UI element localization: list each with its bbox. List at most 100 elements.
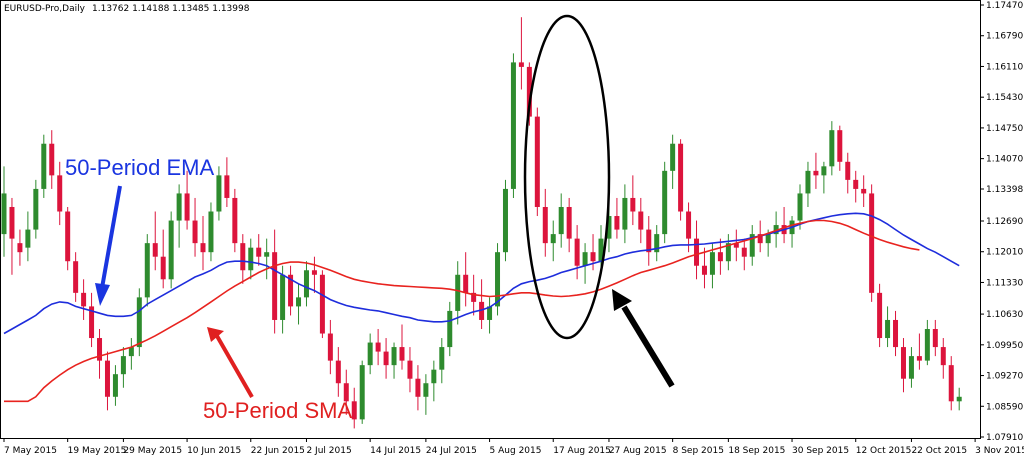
candle-body [495,252,501,307]
candle-body [479,301,485,320]
ema-line [3,212,960,335]
candle [893,310,899,357]
candle-body [550,234,556,244]
candle-body [248,247,254,271]
candle [614,197,620,239]
candle [288,265,294,316]
candle-body [9,206,15,239]
candle-body [17,243,23,253]
x-tick-label: 7 May 2015 [4,446,57,456]
candle-body [646,229,652,253]
candle [311,256,317,293]
candle-body [582,252,588,266]
candle [463,252,469,307]
candle-body [948,365,954,402]
candle [932,319,938,357]
candle [407,347,413,393]
candle-body [303,270,309,298]
candle-body [566,206,572,239]
candle-body [343,383,349,402]
candle-body [741,247,747,257]
candle [853,170,859,203]
x-tick-label: 3 Nov 2015 [975,446,1024,456]
candle-body [1,193,7,235]
x-tick-label: 22 Jun 2015 [251,446,305,456]
candle-body [765,234,771,244]
candle-body [128,347,134,357]
candle [733,229,739,262]
candle [49,130,55,189]
candle [375,329,381,366]
candle-body [869,193,875,293]
candle-body [853,179,859,189]
candle [431,360,437,402]
candle-body [845,161,851,180]
candle [367,333,373,375]
y-tick-label: 1.16790 [986,32,1023,42]
candle-body [73,261,79,293]
candle-body [797,193,803,221]
x-tick-label: 30 Sep 2015 [792,446,849,456]
candle-body [487,306,493,320]
candle [120,347,126,388]
candle-body [144,243,150,298]
candle-body [956,396,962,402]
candle [495,243,501,316]
candle [57,161,63,226]
candle [805,161,811,207]
candle [534,107,540,217]
candle-body [25,229,31,248]
y-tick-label: 1.16110 [986,62,1023,72]
candle [176,184,182,248]
candle-body [526,66,532,117]
y-tick-label: 1.12690 [986,217,1023,227]
candle-body [916,356,922,361]
candle-body [678,143,684,212]
candle-body [319,274,325,334]
candle [550,220,556,262]
x-tick-label: 19 May 2015 [68,446,127,456]
candle-body [510,62,516,189]
y-tick-label: 1.15430 [986,93,1023,103]
candle [908,347,914,388]
candle-body [256,247,262,257]
candle [33,179,39,239]
candle [741,238,747,271]
candle [25,211,31,262]
candle-body [288,274,294,307]
candle [574,225,580,280]
candle [216,166,222,221]
candle [104,351,110,411]
candle [192,197,198,257]
candle [630,175,636,226]
y-tick-label: 1.11330 [986,278,1023,288]
candle [184,170,190,230]
candle-body [805,170,811,194]
candle [948,356,954,411]
candle-body [311,270,317,275]
x-tick-label: 12 Oct 2015 [856,446,912,456]
candle [622,184,628,244]
y-tick-label: 1.08590 [986,402,1023,412]
candle-body [614,216,620,230]
candle [399,324,405,370]
candle-body [757,234,763,244]
candle [447,301,453,357]
candle-body [280,274,286,320]
y-tick-label: 1.10630 [986,310,1023,320]
candle [439,338,445,384]
candle-body [694,238,700,266]
candle [558,193,564,248]
candle-body [773,225,779,235]
candle [383,338,389,379]
candle [861,175,867,207]
candle [662,161,668,244]
candle [654,225,660,262]
candle [885,306,891,348]
candle [9,197,15,275]
candle-body [120,356,126,375]
candle [837,125,843,171]
candle [160,229,166,289]
candle [256,234,262,266]
chart-frame [0,0,981,439]
